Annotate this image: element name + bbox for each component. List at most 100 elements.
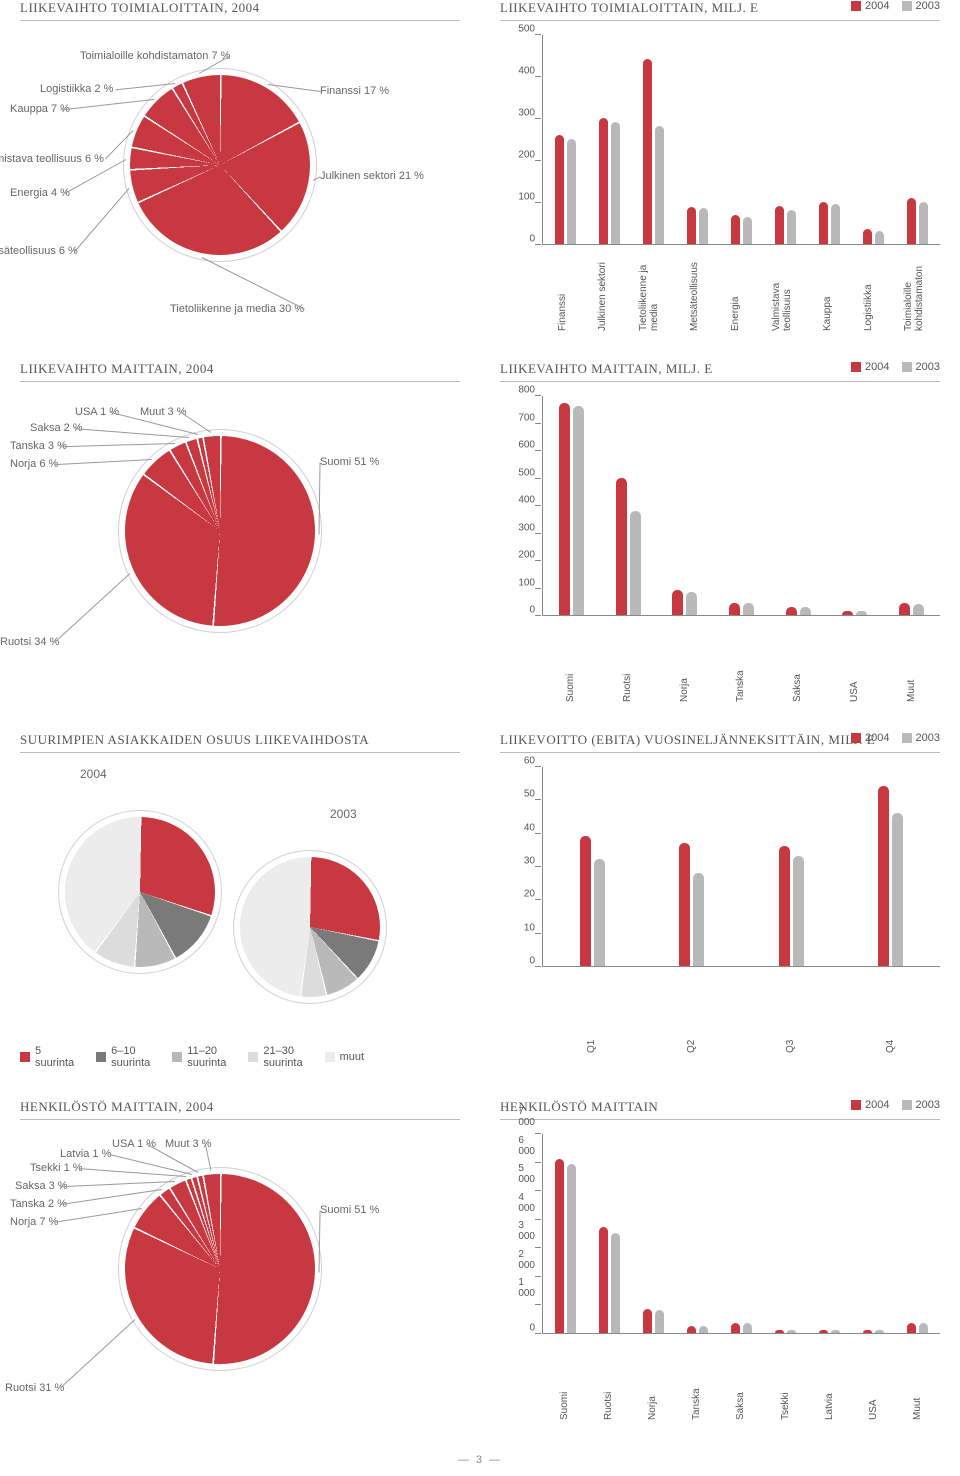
year-legend: 2004 2003	[851, 361, 940, 373]
bar-2003	[856, 611, 867, 615]
pie-year-label: 2004	[80, 767, 107, 781]
bar-2003	[573, 406, 584, 615]
bar-2003	[919, 1323, 928, 1333]
bar-2003	[743, 603, 754, 615]
leader-line	[115, 83, 175, 90]
leader-line	[75, 189, 130, 252]
x-category-label: Metsäteollisuus	[689, 251, 700, 331]
x-category-label: Q1	[586, 973, 597, 1053]
bar-2004	[863, 229, 872, 244]
y-tick-label: 100	[518, 577, 535, 588]
y-tick-label: 500	[518, 24, 535, 35]
y-tick-label: 7 000	[518, 1106, 535, 1128]
leader-line	[105, 131, 133, 160]
bar-2004	[899, 603, 910, 615]
bar-2003	[699, 1326, 708, 1333]
bar-2003	[793, 856, 804, 966]
bar-2004	[580, 836, 591, 966]
bar-2003	[875, 231, 884, 244]
y-tick-label: 200	[518, 550, 535, 561]
bar-2004	[779, 846, 790, 966]
bar-2003	[567, 139, 576, 244]
bar-2004	[775, 1330, 784, 1333]
x-category-label: Tsekki	[780, 1340, 791, 1420]
y-tick-label: 300	[518, 522, 535, 533]
leader-line	[55, 573, 131, 643]
bar-2003	[686, 592, 697, 615]
bar-2004	[907, 198, 916, 244]
y-tick-label: 4 000	[518, 1192, 535, 1214]
x-category-label: Valmistava teollisuus	[771, 251, 793, 331]
y-tick-label: 200	[518, 150, 535, 161]
x-category-label: USA	[849, 622, 860, 702]
bar-2004	[687, 1326, 696, 1333]
bar-2003	[655, 1310, 664, 1333]
x-category-label: Saksa	[735, 1340, 746, 1420]
pie-slice-label: Tietoliikenne ja media 30 %	[170, 303, 304, 315]
x-category-label: Toimialoille kohdistamaton	[903, 251, 925, 331]
leader-line	[55, 1208, 142, 1223]
bar-2003	[699, 208, 708, 244]
bar-2004	[616, 478, 627, 616]
year-legend: 2004 2003	[851, 1099, 940, 1111]
bar-2004	[731, 215, 740, 244]
y-tick-label: 1 000	[518, 1277, 535, 1299]
pie-chart	[240, 857, 380, 997]
bar-2003	[919, 202, 928, 244]
bar-2004	[672, 590, 683, 615]
leader-line	[268, 84, 320, 92]
pie-slice-label: Toimialoille kohdistamaton 7 %	[80, 50, 230, 62]
x-category-label: Q2	[686, 973, 697, 1053]
bar-2003	[875, 1330, 884, 1333]
y-tick-label: 40	[524, 822, 535, 833]
x-category-label: Tietoliikenne ja media	[638, 251, 660, 331]
bar-2004	[731, 1323, 740, 1333]
pie-slice-label: Norja 6 %	[10, 458, 58, 470]
x-category-label: Ruotsi	[622, 622, 633, 702]
pie-chart	[125, 436, 315, 626]
leader-line	[318, 1211, 320, 1273]
y-tick-label: 800	[518, 385, 535, 396]
y-tick-label: 2 000	[518, 1249, 535, 1271]
pie-slice-label: Suomi 51 %	[320, 456, 379, 468]
leader-line	[55, 459, 152, 465]
x-category-label: USA	[868, 1340, 879, 1420]
y-tick-label: 10	[524, 922, 535, 933]
pie-slice-label: Tsekki 1 %	[30, 1162, 83, 1174]
pie-chart	[65, 817, 215, 967]
bar-2004	[643, 59, 652, 244]
pie-slice-label: Tanska 3 %	[10, 440, 67, 452]
bar-2004	[687, 207, 696, 244]
x-category-label: Suomi	[559, 1340, 570, 1420]
pie-chart	[130, 75, 310, 255]
bar-2003	[630, 511, 641, 616]
pie-slice-label: Tanska 2 %	[10, 1198, 67, 1210]
bar-2004	[907, 1323, 916, 1333]
bar-2003	[611, 122, 620, 244]
y-tick-label: 300	[518, 108, 535, 119]
bar-2004	[555, 135, 564, 244]
bar-2003	[831, 204, 840, 244]
bar-2004	[643, 1309, 652, 1333]
pie-slice-label: Norja 7 %	[10, 1216, 58, 1228]
bar-2004	[863, 1330, 872, 1333]
bar-2004	[599, 118, 608, 244]
x-category-label: Energia	[730, 251, 741, 331]
pie-slice-label: Suomi 51 %	[320, 1204, 379, 1216]
bar-2003	[567, 1164, 576, 1333]
page-number: — 3 —	[20, 1454, 940, 1466]
leader-line	[60, 1320, 135, 1389]
year-legend: 2004 2003	[851, 0, 940, 12]
y-tick-label: 20	[524, 889, 535, 900]
y-tick-label: 600	[518, 440, 535, 451]
bar-2003	[693, 873, 704, 966]
panel-title: HENKILÖSTÖ MAITTAIN, 2004	[20, 1099, 460, 1120]
bar-2004	[819, 1330, 828, 1333]
x-category-label: Q3	[785, 973, 796, 1053]
bar-2003	[611, 1233, 620, 1333]
bar-2004	[878, 786, 889, 966]
bar-2003	[743, 1323, 752, 1333]
x-category-label: Norja	[647, 1340, 658, 1420]
bar-2003	[913, 604, 924, 615]
leader-line	[60, 1189, 162, 1205]
